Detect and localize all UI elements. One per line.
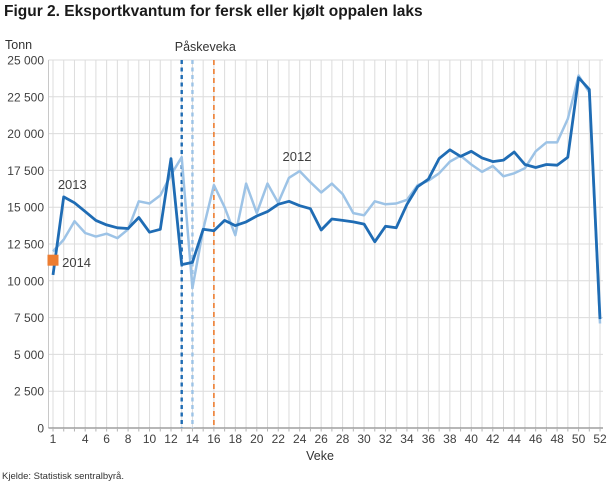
x-tick-label: 52: [593, 432, 607, 446]
y-tick-label: 0: [37, 422, 44, 436]
y-tick-label: 2 500: [14, 385, 44, 399]
x-tick-label: 38: [443, 432, 457, 446]
series-2013-line: [51, 76, 602, 320]
x-tick-label: 22: [272, 432, 286, 446]
x-tick-label: 20: [250, 432, 264, 446]
easter-week-annotation: Påskeveka: [175, 40, 236, 54]
x-tick-label: 36: [422, 432, 436, 446]
x-tick-label: 8: [125, 432, 132, 446]
x-tick-label: 34: [400, 432, 414, 446]
x-tick-label: 46: [529, 432, 543, 446]
x-tick-label: 26: [314, 432, 328, 446]
x-tick-label: 40: [465, 432, 479, 446]
x-tick-label: 48: [550, 432, 564, 446]
y-axis-unit-label: Tonn: [5, 38, 32, 52]
y-tick-label: 20 000: [7, 127, 44, 141]
x-tick-label: 28: [336, 432, 350, 446]
x-tick-label: 6: [103, 432, 110, 446]
series-label-2012: 2012: [283, 149, 312, 164]
x-tick-label: 24: [293, 432, 307, 446]
x-tick-label: 1: [50, 432, 57, 446]
y-tick-label: 15 000: [7, 201, 44, 215]
y-tick-label: 25 000: [7, 54, 44, 68]
x-tick-label: 42: [486, 432, 500, 446]
y-tick-label: 5 000: [14, 348, 44, 362]
series-label-2014: 2014: [62, 255, 91, 270]
y-tick-label: 7 500: [14, 311, 44, 325]
figure-title: Figur 2. Eksportkvantum for fersk eller …: [4, 3, 423, 20]
x-tick-label: 14: [186, 432, 200, 446]
x-tick-label: 50: [572, 432, 586, 446]
x-axis-title: Veke: [306, 449, 334, 463]
y-tick-label: 10 000: [7, 274, 44, 288]
y-tick-label: 17 500: [7, 164, 44, 178]
y-tick-label: 12 500: [7, 238, 44, 252]
x-tick-label: 44: [508, 432, 522, 446]
x-tick-label: 30: [357, 432, 371, 446]
x-tick-label: 16: [207, 432, 221, 446]
y-tick-label: 22 500: [7, 90, 44, 104]
x-tick-label: 12: [164, 432, 178, 446]
series-label-2013: 2013: [58, 177, 87, 192]
x-tick-label: 18: [229, 432, 243, 446]
x-tick-label: 32: [379, 432, 393, 446]
x-tick-label: 4: [82, 432, 89, 446]
x-tick-label: 10: [143, 432, 157, 446]
series-2014-marker: [47, 254, 59, 266]
source-note: Kjelde: Statistisk sentralbyrå.: [2, 471, 124, 482]
series-2012-line: [52, 74, 602, 324]
